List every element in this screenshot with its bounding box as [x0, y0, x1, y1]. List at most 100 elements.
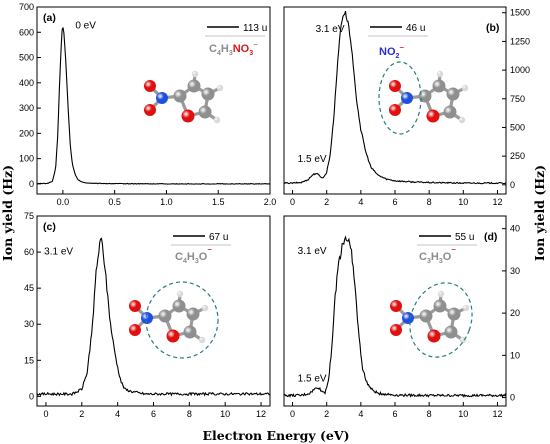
- x-tick-label: 6: [392, 409, 397, 419]
- x-tick-label: 6: [151, 409, 156, 419]
- x-tick-label: 0: [290, 409, 295, 419]
- peak-annotation: 1.5 eV: [298, 154, 327, 165]
- y-tick-label: 400: [19, 78, 34, 88]
- atom: [129, 324, 141, 336]
- atom: [390, 324, 402, 336]
- atom: [461, 84, 469, 92]
- peak-annotation: 3.1 eV: [298, 246, 327, 257]
- panel-label: (c): [43, 221, 56, 233]
- y-tick-label: 1250: [510, 36, 530, 46]
- y-tick-label: 750: [510, 94, 525, 104]
- x-tick-label: 8: [427, 197, 432, 207]
- panel-d: 0 2 4 6 8 10 12 0 10 20 30 40 3.1 eV 1.5 eV (d) 55 u C3H…: [283, 215, 520, 419]
- y-tick-label: 60: [24, 247, 34, 257]
- atom: [173, 89, 187, 103]
- atom: [459, 336, 467, 344]
- y-tick-label: 200: [19, 128, 34, 138]
- molecule-illustrations: [129, 61, 473, 359]
- panel-label: (a): [43, 12, 56, 24]
- y-tick-label: 250: [510, 151, 525, 161]
- highlight-ellipse: [145, 281, 219, 359]
- y-tick-label: 30: [510, 266, 520, 276]
- y-tick-label: 0: [510, 393, 515, 403]
- panel-c: 0 2 4 6 8 10 12 0 15 30 45 60 75 3.1 eV (c) 67 u C4H3O⁻: [24, 211, 271, 419]
- x-tick-label: 12: [256, 409, 266, 419]
- y-tick-label: 20: [510, 308, 520, 318]
- atom: [181, 109, 195, 123]
- atom: [176, 290, 184, 298]
- legend-label: 55 u: [455, 232, 474, 243]
- x-tick-label: 6: [392, 197, 397, 207]
- peak-annotation: 3.1 eV: [316, 24, 345, 35]
- atom: [216, 84, 224, 92]
- atom: [186, 307, 200, 321]
- atom: [390, 300, 402, 312]
- molecule: [378, 61, 469, 135]
- x-tick-label: 0.0: [57, 197, 70, 207]
- atom: [198, 336, 206, 344]
- y-tick-label: 30: [24, 319, 34, 329]
- panel-label: (d): [484, 231, 497, 243]
- x-tick-label: 12: [492, 409, 502, 419]
- atom: [144, 104, 156, 116]
- series-line: [36, 27, 271, 185]
- legend-label: 113 u: [243, 23, 267, 34]
- atom: [418, 89, 432, 103]
- plot-frame: [36, 6, 271, 195]
- molecule: [129, 281, 219, 359]
- atom: [437, 290, 445, 298]
- highlight-ellipse: [378, 61, 422, 135]
- plot-frame: [36, 215, 271, 407]
- atom: [427, 329, 441, 343]
- x-tick-label: 10: [458, 197, 468, 207]
- atom: [389, 104, 401, 116]
- y-tick-label: 0: [29, 179, 34, 189]
- atom: [433, 299, 447, 313]
- atom: [401, 92, 413, 104]
- atom: [158, 309, 172, 323]
- x-tick-label: 1.5: [212, 197, 225, 207]
- atom: [444, 325, 458, 339]
- ion-formula: C4H3NO3⁻: [209, 41, 258, 57]
- x-tick-label: 0.5: [108, 197, 121, 207]
- y-tick-label: 45: [24, 283, 34, 293]
- x-tick-label: 0: [43, 409, 48, 419]
- x-tick-label: 4: [358, 409, 363, 419]
- x-tick-label: 10: [220, 409, 230, 419]
- atom: [201, 304, 209, 312]
- x-tick-label: 4: [115, 409, 120, 419]
- x-tick-label: 2: [324, 197, 329, 207]
- atom: [458, 116, 466, 124]
- y-axis-label-right: Ion yield (Hz): [532, 165, 547, 261]
- atom: [191, 70, 199, 78]
- atom: [436, 70, 444, 78]
- peak-annotation: 0 eV: [75, 20, 96, 31]
- y-tick-label: 100: [19, 154, 34, 164]
- atom: [432, 79, 446, 93]
- molecule: [390, 282, 473, 358]
- y-tick-label: 700: [19, 2, 34, 12]
- series-line: [283, 235, 507, 398]
- x-tick-label: 2: [79, 409, 84, 419]
- panel-b: 0 2 4 6 8 10 12 0 250 500 750 1000 1250 1500 3.1 eV 1.5…: [283, 6, 530, 207]
- panel-label: (b): [486, 22, 499, 34]
- peak-annotation: 1.5 eV: [298, 374, 327, 385]
- atom: [213, 116, 221, 124]
- atom: [187, 79, 201, 93]
- atom: [446, 87, 460, 101]
- ion-formula: C3H3O⁻: [419, 246, 456, 265]
- x-tick-label: 2: [324, 409, 329, 419]
- x-tick-label: 1.0: [160, 197, 173, 207]
- y-tick-label: 300: [19, 103, 34, 113]
- atom: [426, 109, 440, 123]
- x-tick-label: 8: [187, 409, 192, 419]
- y-tick-label: 0: [29, 391, 34, 401]
- ion-formula: C4H3O⁻: [175, 246, 212, 265]
- legend-label: 67 u: [209, 232, 228, 243]
- y-tick-label: 40: [510, 224, 520, 234]
- atom: [198, 105, 212, 119]
- peak-annotation: 3.1 eV: [44, 246, 73, 257]
- ion-formula: NO2⁻: [379, 44, 404, 60]
- molecule: [144, 70, 224, 124]
